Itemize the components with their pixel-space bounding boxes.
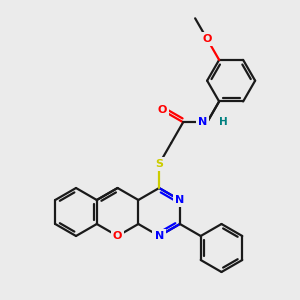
Text: N: N (154, 231, 164, 241)
Text: N: N (175, 195, 184, 205)
Text: N: N (198, 117, 207, 127)
Text: H: H (219, 117, 228, 127)
Text: O: O (113, 231, 122, 241)
Text: O: O (202, 34, 212, 44)
Text: S: S (155, 159, 163, 169)
Text: O: O (158, 105, 167, 115)
